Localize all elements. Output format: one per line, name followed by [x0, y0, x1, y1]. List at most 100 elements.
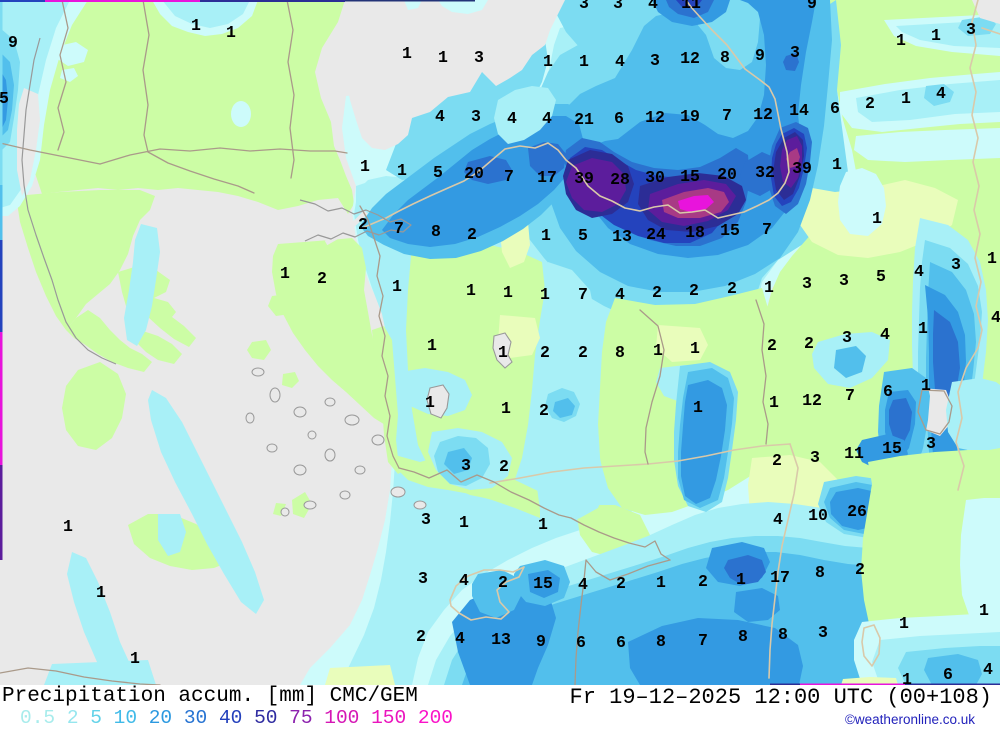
svg-text:8: 8	[815, 563, 825, 582]
svg-text:8: 8	[720, 48, 730, 67]
svg-text:2: 2	[317, 269, 327, 288]
svg-text:4: 4	[507, 109, 517, 128]
svg-text:5: 5	[433, 163, 443, 182]
svg-text:3: 3	[471, 107, 481, 126]
svg-text:2: 2	[727, 279, 737, 298]
svg-text:3: 3	[818, 623, 828, 642]
svg-text:7: 7	[394, 219, 404, 238]
svg-text:2: 2	[498, 573, 508, 592]
svg-text:3: 3	[418, 569, 428, 588]
svg-text:3: 3	[926, 434, 936, 453]
svg-text:13: 13	[612, 227, 632, 246]
svg-text:1: 1	[130, 649, 140, 668]
svg-text:4: 4	[578, 575, 588, 594]
svg-text:1: 1	[280, 264, 290, 283]
svg-text:1: 1	[191, 16, 201, 35]
svg-text:1: 1	[931, 26, 941, 45]
svg-text:3: 3	[613, 0, 623, 13]
svg-text:1: 1	[540, 285, 550, 304]
svg-text:2: 2	[855, 560, 865, 579]
svg-text:3: 3	[951, 255, 961, 274]
svg-text:1: 1	[736, 570, 746, 589]
svg-text:20: 20	[464, 164, 484, 183]
svg-text:2: 2	[616, 574, 626, 593]
svg-text:4: 4	[936, 84, 946, 103]
svg-text:3: 3	[650, 51, 660, 70]
svg-text:7: 7	[504, 167, 514, 186]
svg-text:1: 1	[466, 281, 476, 300]
svg-text:1: 1	[402, 44, 412, 63]
svg-text:1: 1	[425, 393, 435, 412]
svg-text:4: 4	[648, 0, 658, 13]
svg-text:4: 4	[914, 262, 924, 281]
svg-text:2: 2	[767, 336, 777, 355]
svg-text:8: 8	[431, 222, 441, 241]
svg-text:3: 3	[579, 0, 589, 13]
svg-text:19: 19	[680, 107, 700, 126]
svg-text:8: 8	[615, 343, 625, 362]
svg-text:1: 1	[896, 31, 906, 50]
svg-text:1: 1	[653, 341, 663, 360]
svg-text:1: 1	[96, 583, 106, 602]
svg-text:1: 1	[459, 513, 469, 532]
svg-text:21: 21	[574, 110, 594, 129]
svg-text:26: 26	[847, 502, 867, 521]
svg-text:4: 4	[615, 285, 625, 304]
svg-text:4: 4	[615, 52, 625, 71]
svg-text:6: 6	[943, 665, 953, 684]
svg-text:17: 17	[770, 568, 790, 587]
svg-text:6: 6	[883, 382, 893, 401]
svg-text:9: 9	[8, 33, 18, 52]
svg-text:1: 1	[693, 398, 703, 417]
svg-text:1: 1	[392, 277, 402, 296]
svg-text:3: 3	[842, 328, 852, 347]
svg-text:1: 1	[397, 161, 407, 180]
svg-text:1: 1	[918, 319, 928, 338]
svg-text:9: 9	[807, 0, 817, 13]
svg-text:11: 11	[844, 444, 864, 463]
svg-text:1: 1	[987, 249, 997, 268]
svg-text:6: 6	[616, 633, 626, 652]
svg-text:10: 10	[808, 506, 828, 525]
svg-text:4: 4	[459, 571, 469, 590]
svg-text:7: 7	[845, 386, 855, 405]
svg-text:18: 18	[685, 223, 705, 242]
svg-text:7: 7	[578, 285, 588, 304]
svg-text:1: 1	[538, 515, 548, 534]
svg-text:9: 9	[536, 632, 546, 651]
svg-text:3: 3	[461, 456, 471, 475]
svg-text:2: 2	[698, 572, 708, 591]
svg-text:1: 1	[498, 343, 508, 362]
svg-text:12: 12	[802, 391, 822, 410]
svg-text:8: 8	[656, 632, 666, 651]
svg-text:12: 12	[680, 49, 700, 68]
svg-text:4: 4	[455, 629, 465, 648]
svg-text:5: 5	[0, 89, 9, 108]
svg-text:1: 1	[656, 573, 666, 592]
svg-text:2: 2	[772, 451, 782, 470]
svg-text:1: 1	[579, 52, 589, 71]
svg-text:4: 4	[542, 109, 552, 128]
svg-text:1: 1	[501, 399, 511, 418]
svg-text:1: 1	[690, 339, 700, 358]
svg-text:11: 11	[681, 0, 701, 13]
svg-text:2: 2	[865, 94, 875, 113]
svg-text:2: 2	[416, 627, 426, 646]
svg-text:15: 15	[720, 221, 740, 240]
svg-text:1: 1	[979, 601, 989, 620]
svg-text:1: 1	[427, 336, 437, 355]
svg-text:4: 4	[880, 325, 890, 344]
svg-text:3: 3	[966, 20, 976, 39]
svg-text:15: 15	[680, 167, 700, 186]
svg-text:39: 39	[574, 169, 594, 188]
svg-text:2: 2	[540, 343, 550, 362]
svg-text:39: 39	[792, 159, 812, 178]
svg-text:2: 2	[689, 281, 699, 300]
svg-text:14: 14	[789, 101, 809, 120]
svg-text:32: 32	[755, 163, 775, 182]
svg-text:1: 1	[543, 52, 553, 71]
svg-text:24: 24	[646, 225, 666, 244]
svg-text:8: 8	[738, 627, 748, 646]
svg-text:2: 2	[652, 283, 662, 302]
svg-text:1: 1	[764, 278, 774, 297]
